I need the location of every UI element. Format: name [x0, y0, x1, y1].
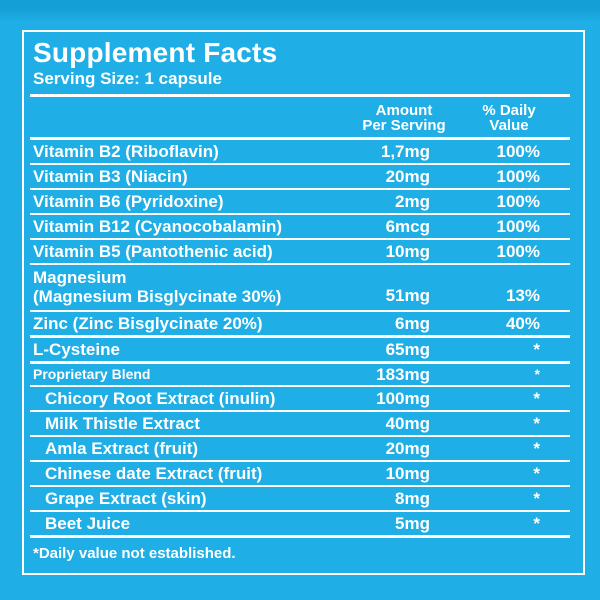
- ingredient-name: Chicory Root Extract (inulin): [45, 389, 276, 408]
- amount-value: 20mg: [385, 439, 430, 458]
- dv-header-line2: Value: [489, 117, 529, 134]
- table-row: Vitamin B6 (Pyridoxine) 2mg 100%: [30, 190, 570, 215]
- ingredient-name: Vitamin B5 (Pantothenic acid): [33, 242, 273, 261]
- table-row: Vitamin B3 (Niacin) 20mg 100%: [30, 165, 570, 190]
- daily-value-header: % Daily Value: [454, 103, 564, 133]
- amount-value: 20mg: [385, 167, 430, 186]
- table-row: Magnesium (Magnesium Bisglycinate 30%) 51…: [30, 265, 570, 312]
- daily-value: 100%: [496, 167, 540, 186]
- ingredient-name: Vitamin B3 (Niacin): [33, 167, 188, 186]
- amount-value: 1,7mg: [380, 142, 430, 161]
- ingredient-name: Proprietary Blend: [33, 366, 151, 382]
- daily-value: 13%: [505, 286, 540, 305]
- daily-value: *: [534, 366, 540, 382]
- column-headers: Amount Per Serving % Daily Value: [30, 97, 570, 137]
- amount-value: 40mg: [385, 414, 430, 433]
- ingredient-name: Vitamin B2 (Riboflavin): [33, 142, 219, 161]
- amount-value: 10mg: [385, 464, 430, 483]
- amount-value: 6mg: [395, 314, 430, 333]
- amount-value: 65mg: [385, 340, 430, 359]
- daily-value: *: [533, 439, 540, 458]
- footnote-text: *Daily value not established.: [33, 545, 236, 562]
- daily-value: 100%: [496, 242, 540, 261]
- daily-value: *: [533, 340, 540, 359]
- ingredient-name: Vitamin B12 (Cyanocobalamin): [33, 217, 283, 236]
- ingredient-name: Chinese date Extract (fruit): [45, 464, 263, 483]
- ingredient-name: Grape Extract (skin): [45, 489, 207, 508]
- table-row: Vitamin B12 (Cyanocobalamin) 6mcg 100%: [30, 215, 570, 240]
- panel-title: Supplement Facts: [33, 37, 278, 68]
- daily-value: *: [533, 389, 540, 408]
- amount-value: 2mg: [395, 192, 430, 211]
- table-row: L-Cysteine 65mg *: [30, 338, 570, 364]
- rows: Vitamin B2 (Riboflavin) 1,7mg 100% Vitam…: [30, 140, 570, 538]
- table-row: Grape Extract (skin) 8mg *: [30, 487, 570, 512]
- table-row: Milk Thistle Extract 40mg *: [30, 412, 570, 437]
- amount-value: 10mg: [385, 242, 430, 261]
- serving-size-text: Serving Size: 1 capsule: [33, 69, 222, 88]
- amount-value: 51mg: [385, 286, 430, 305]
- table-row: Beet Juice 5mg *: [30, 512, 570, 538]
- table-row: Chinese date Extract (fruit) 10mg *: [30, 462, 570, 487]
- dv-header-line1: % Daily: [482, 102, 536, 119]
- divider-thick: [30, 137, 570, 140]
- amount-value: 8mg: [395, 489, 430, 508]
- daily-value: 100%: [496, 142, 540, 161]
- daily-value: *: [533, 414, 540, 433]
- table-row: Amla Extract (fruit) 20mg *: [30, 437, 570, 462]
- table-row: Zinc (Zinc Bisglycinate 20%) 6mg 40%: [30, 312, 570, 338]
- supplement-facts-panel: Supplement Facts Serving Size: 1 capsule…: [22, 30, 585, 575]
- amount-value: 6mcg: [385, 217, 430, 236]
- daily-value: *: [533, 514, 540, 533]
- ingredient-name: L-Cysteine: [33, 340, 120, 359]
- daily-value: 40%: [505, 314, 540, 333]
- table-row: Vitamin B5 (Pantothenic acid) 10mg 100%: [30, 240, 570, 265]
- ingredient-name: Zinc (Zinc Bisglycinate 20%): [33, 314, 263, 333]
- ingredient-name: Vitamin B6 (Pyridoxine): [33, 192, 224, 211]
- amount-header-line2: Per Serving: [362, 117, 446, 134]
- divider-thick: [30, 94, 570, 97]
- daily-value: *: [533, 489, 540, 508]
- amount-value: 100mg: [376, 389, 430, 408]
- ingredient-name: Amla Extract (fruit): [45, 439, 199, 458]
- daily-value: *: [533, 464, 540, 483]
- amount-per-serving-header: Amount Per Serving: [349, 103, 459, 133]
- daily-value: 100%: [496, 192, 540, 211]
- daily-value: 100%: [496, 217, 540, 236]
- ingredient-name: Beet Juice: [45, 514, 131, 533]
- amount-header-line1: Amount: [375, 102, 433, 119]
- ingredient-name: Magnesium (Magnesium Bisglycinate 30%): [33, 268, 282, 306]
- table-row: Vitamin B2 (Riboflavin) 1,7mg 100%: [30, 140, 570, 165]
- amount-value: 183mg: [376, 365, 430, 384]
- table-row: Chicory Root Extract (inulin) 100mg *: [30, 387, 570, 412]
- panel-content: Supplement Facts Serving Size: 1 capsule…: [30, 37, 570, 562]
- ingredient-name: Milk Thistle Extract: [45, 414, 200, 433]
- amount-value: 5mg: [395, 514, 430, 533]
- table-row: Proprietary Blend 183mg *: [30, 364, 570, 387]
